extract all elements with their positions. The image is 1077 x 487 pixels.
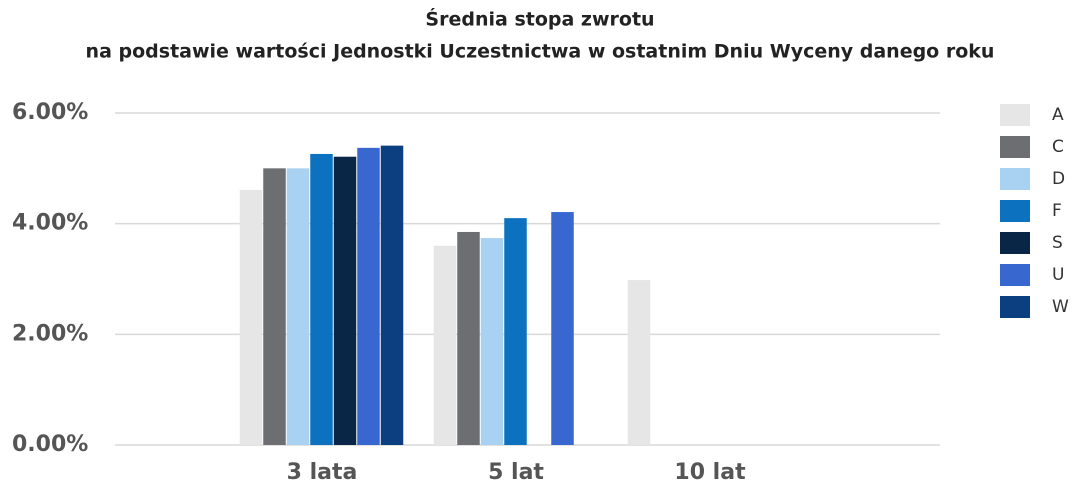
bar [239,189,263,445]
y-tick-label: 2.00% [12,321,88,346]
legend-label: A [1052,105,1064,125]
bar [357,147,380,446]
bar [480,238,504,445]
bar [310,153,333,446]
legend-label: F [1052,201,1062,221]
legend-label: W [1052,297,1069,317]
y-tick-label: 0.00% [12,432,88,457]
y-tick-label: 6.00% [12,100,88,125]
legend-label: C [1052,137,1064,157]
bar [433,245,457,445]
chart-title: Średnia stopa zwrotu [425,7,654,31]
legend-swatch [1000,136,1030,158]
legend-label: D [1052,169,1065,189]
bar [333,156,357,446]
bar [286,168,310,446]
bar [504,218,527,445]
legend-swatch [1000,168,1030,190]
bar [263,168,286,446]
bar [627,280,651,445]
bar [551,212,574,445]
bar [380,145,404,445]
legend-label: U [1052,265,1064,285]
x-tick-label: 3 lata [287,460,358,485]
x-tick-label: 10 lat [674,460,746,485]
x-tick-label: 5 lat [488,460,544,485]
bar [457,231,480,445]
legend-swatch [1000,296,1030,318]
y-tick-label: 4.00% [12,211,88,236]
legend-label: S [1052,233,1063,253]
chart-subtitle: na podstawie wartości Jednostki Uczestni… [86,41,995,63]
legend-swatch [1000,104,1030,126]
legend-swatch [1000,264,1030,286]
legend-swatch [1000,200,1030,222]
legend-swatch [1000,232,1030,254]
